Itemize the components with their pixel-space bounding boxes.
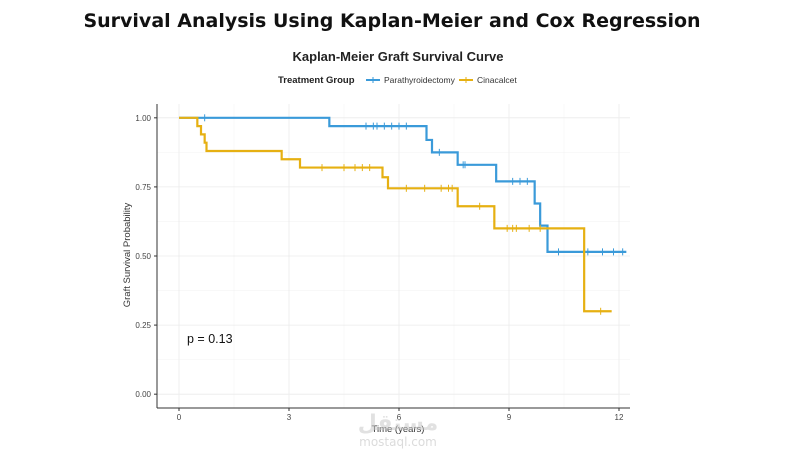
legend-label-parathyroidectomy: Parathyroidectomy xyxy=(384,75,456,85)
x-tick-label: 9 xyxy=(507,413,512,422)
survival-curve-parathyroidectomy xyxy=(179,116,627,253)
y-axis-label: Graft Survival Probability xyxy=(122,202,133,307)
page-title: Survival Analysis Using Kaplan-Meier and… xyxy=(83,10,701,32)
watermark-arabic: مستقل xyxy=(358,411,438,436)
watermark-latin: mostaql.com xyxy=(359,435,437,449)
survival-curve-cinacalcet xyxy=(179,116,612,313)
watermark-logo: مستقل mostaql.com xyxy=(358,411,438,449)
series-layer xyxy=(179,114,627,315)
chart-title: Kaplan-Meier Graft Survival Curve xyxy=(293,49,504,64)
y-tick-label: 0.25 xyxy=(135,321,151,330)
x-axis-label: Time (years) xyxy=(372,424,425,435)
axes: 0 3 6 9 12 0.00 0.25 0.50 0.75 1.00 xyxy=(135,104,630,422)
legend: Treatment Group Parathyroidectomy Cinaca… xyxy=(278,75,517,86)
x-tick-label: 6 xyxy=(397,413,402,422)
x-tick-label: 0 xyxy=(177,413,182,422)
p-value-annotation: p = 0.13 xyxy=(187,332,233,346)
y-tick-label: 0.75 xyxy=(135,183,151,192)
legend-title: Treatment Group xyxy=(278,75,355,86)
legend-label-cinacalcet: Cinacalcet xyxy=(477,75,517,85)
y-tick-label: 0.50 xyxy=(135,252,151,261)
y-tick-label: 1.00 xyxy=(135,114,151,123)
grid xyxy=(157,104,630,408)
y-tick-label: 0.00 xyxy=(135,390,151,399)
x-tick-label: 12 xyxy=(615,413,624,422)
x-tick-label: 3 xyxy=(287,413,292,422)
